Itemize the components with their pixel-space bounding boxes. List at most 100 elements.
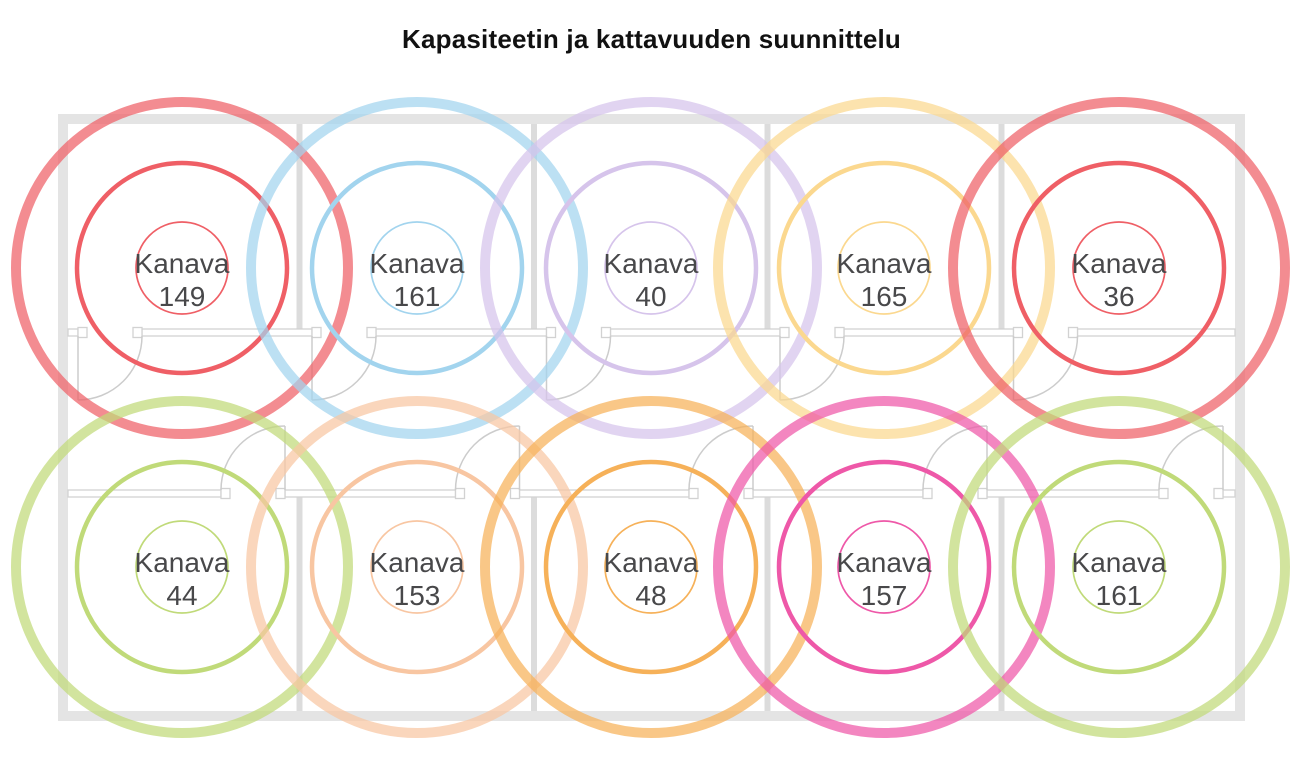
coverage-outer-ring: [948, 396, 1290, 738]
corridor-wall-segment: [1222, 489, 1236, 498]
ap-label-word: Kanava: [604, 248, 699, 279]
coverage-inner-ring: [1072, 520, 1166, 614]
room-partition-wall: [998, 124, 1005, 329]
corridor-wall-segment: [518, 489, 690, 498]
room-partition-wall: [531, 497, 537, 711]
door: [77, 326, 143, 401]
room-partition-wall: [296, 124, 303, 329]
door-swing-arc: [779, 335, 845, 401]
door-jamb: [1012, 326, 1024, 339]
coverage-outer-ring: [480, 97, 822, 439]
ap-channel-number: 40: [635, 281, 666, 312]
door-jamb: [275, 487, 286, 500]
room-partition-wall: [531, 124, 537, 329]
door-swing-arc: [311, 335, 377, 401]
ap-label-word: Kanava: [370, 248, 465, 279]
door-jamb: [779, 326, 790, 339]
door-jamb: [132, 326, 143, 339]
coverage-outer-ring: [948, 97, 1290, 439]
ap-channel-number: 165: [861, 281, 908, 312]
door-swing-arc: [77, 335, 143, 401]
door: [779, 326, 845, 401]
ap-label-word: Kanava: [837, 248, 932, 279]
ap-channel-number: 161: [394, 281, 441, 312]
coverage-outer-ring: [246, 396, 588, 738]
door-jamb: [600, 326, 612, 339]
door-jamb: [834, 326, 845, 339]
coverage-inner-ring: [135, 221, 229, 315]
ap-channel-number: 44: [166, 580, 197, 611]
coverage-outer-ring: [713, 396, 1055, 738]
door-jamb: [743, 487, 754, 500]
coverage-inner-ring: [1072, 221, 1166, 315]
coverage-middle-ring: [309, 160, 525, 376]
corridor-wall-segment: [752, 489, 924, 498]
coverage-inner-ring: [604, 221, 698, 315]
corridor-wall-segment: [986, 489, 1160, 498]
ap-label-word: Kanava: [604, 547, 699, 578]
coverage-middle-ring: [74, 459, 290, 675]
ap-label-word: Kanava: [837, 547, 932, 578]
ap-label-word: Kanava: [370, 547, 465, 578]
floor-plan: [58, 114, 1245, 721]
coverage-middle-ring: [1011, 160, 1227, 376]
coverage-middle-ring: [1011, 459, 1227, 675]
corridor-wall-segment: [843, 328, 1015, 337]
corridor-wall-segment: [284, 489, 457, 498]
ap-channel-number: 149: [159, 281, 206, 312]
door-jamb: [1067, 326, 1079, 339]
coverage-outer-ring: [480, 396, 822, 738]
ap-channel-number: 161: [1096, 580, 1143, 611]
door-jamb: [509, 487, 521, 500]
door-jamb: [220, 487, 231, 500]
ap-label-word: Kanava: [1072, 248, 1167, 279]
coverage-inner-ring: [837, 221, 931, 315]
ap-channel-number: 48: [635, 580, 666, 611]
coverage-outer-ring: [713, 97, 1055, 439]
diagram-title: Kapasiteetin ja kattavuuden suunnittelu: [402, 24, 901, 54]
coverage-inner-ring: [837, 520, 931, 614]
corridor-wall-segment: [67, 489, 222, 498]
door-jamb: [311, 326, 322, 339]
door-jamb: [1158, 487, 1169, 500]
door-swing-arc: [1013, 335, 1079, 401]
door-jamb: [1213, 487, 1224, 500]
coverage-middle-ring: [543, 459, 759, 675]
coverage-middle-ring: [543, 160, 759, 376]
ap-channel-number: 36: [1103, 281, 1134, 312]
door-jamb: [366, 326, 377, 339]
room-partition-wall: [296, 497, 303, 711]
corridor-wall-segment: [141, 328, 313, 337]
door-jamb: [454, 487, 466, 500]
access-points: Kanava149Kanava161Kanava40Kanava165Kanav…: [11, 97, 1290, 738]
coverage-inner-ring: [370, 520, 464, 614]
ap-label-word: Kanava: [1072, 547, 1167, 578]
coverage-middle-ring: [309, 459, 525, 675]
coverage-outer-ring: [11, 396, 353, 738]
corridor-wall-segment: [609, 328, 781, 337]
ap-label-word: Kanava: [135, 248, 230, 279]
door-jamb: [977, 487, 988, 500]
coverage-middle-ring: [74, 160, 290, 376]
coverage-inner-ring: [604, 520, 698, 614]
ap-channel-number: 153: [394, 580, 441, 611]
building-outer-wall: [58, 114, 1245, 721]
corridor-wall-segment: [67, 328, 79, 337]
coverage-inner-ring: [135, 520, 229, 614]
door-jamb: [922, 487, 933, 500]
coverage-outer-ring: [11, 97, 353, 439]
coverage-middle-ring: [776, 459, 992, 675]
coverage-inner-ring: [370, 221, 464, 315]
room-partition-wall: [764, 497, 771, 711]
